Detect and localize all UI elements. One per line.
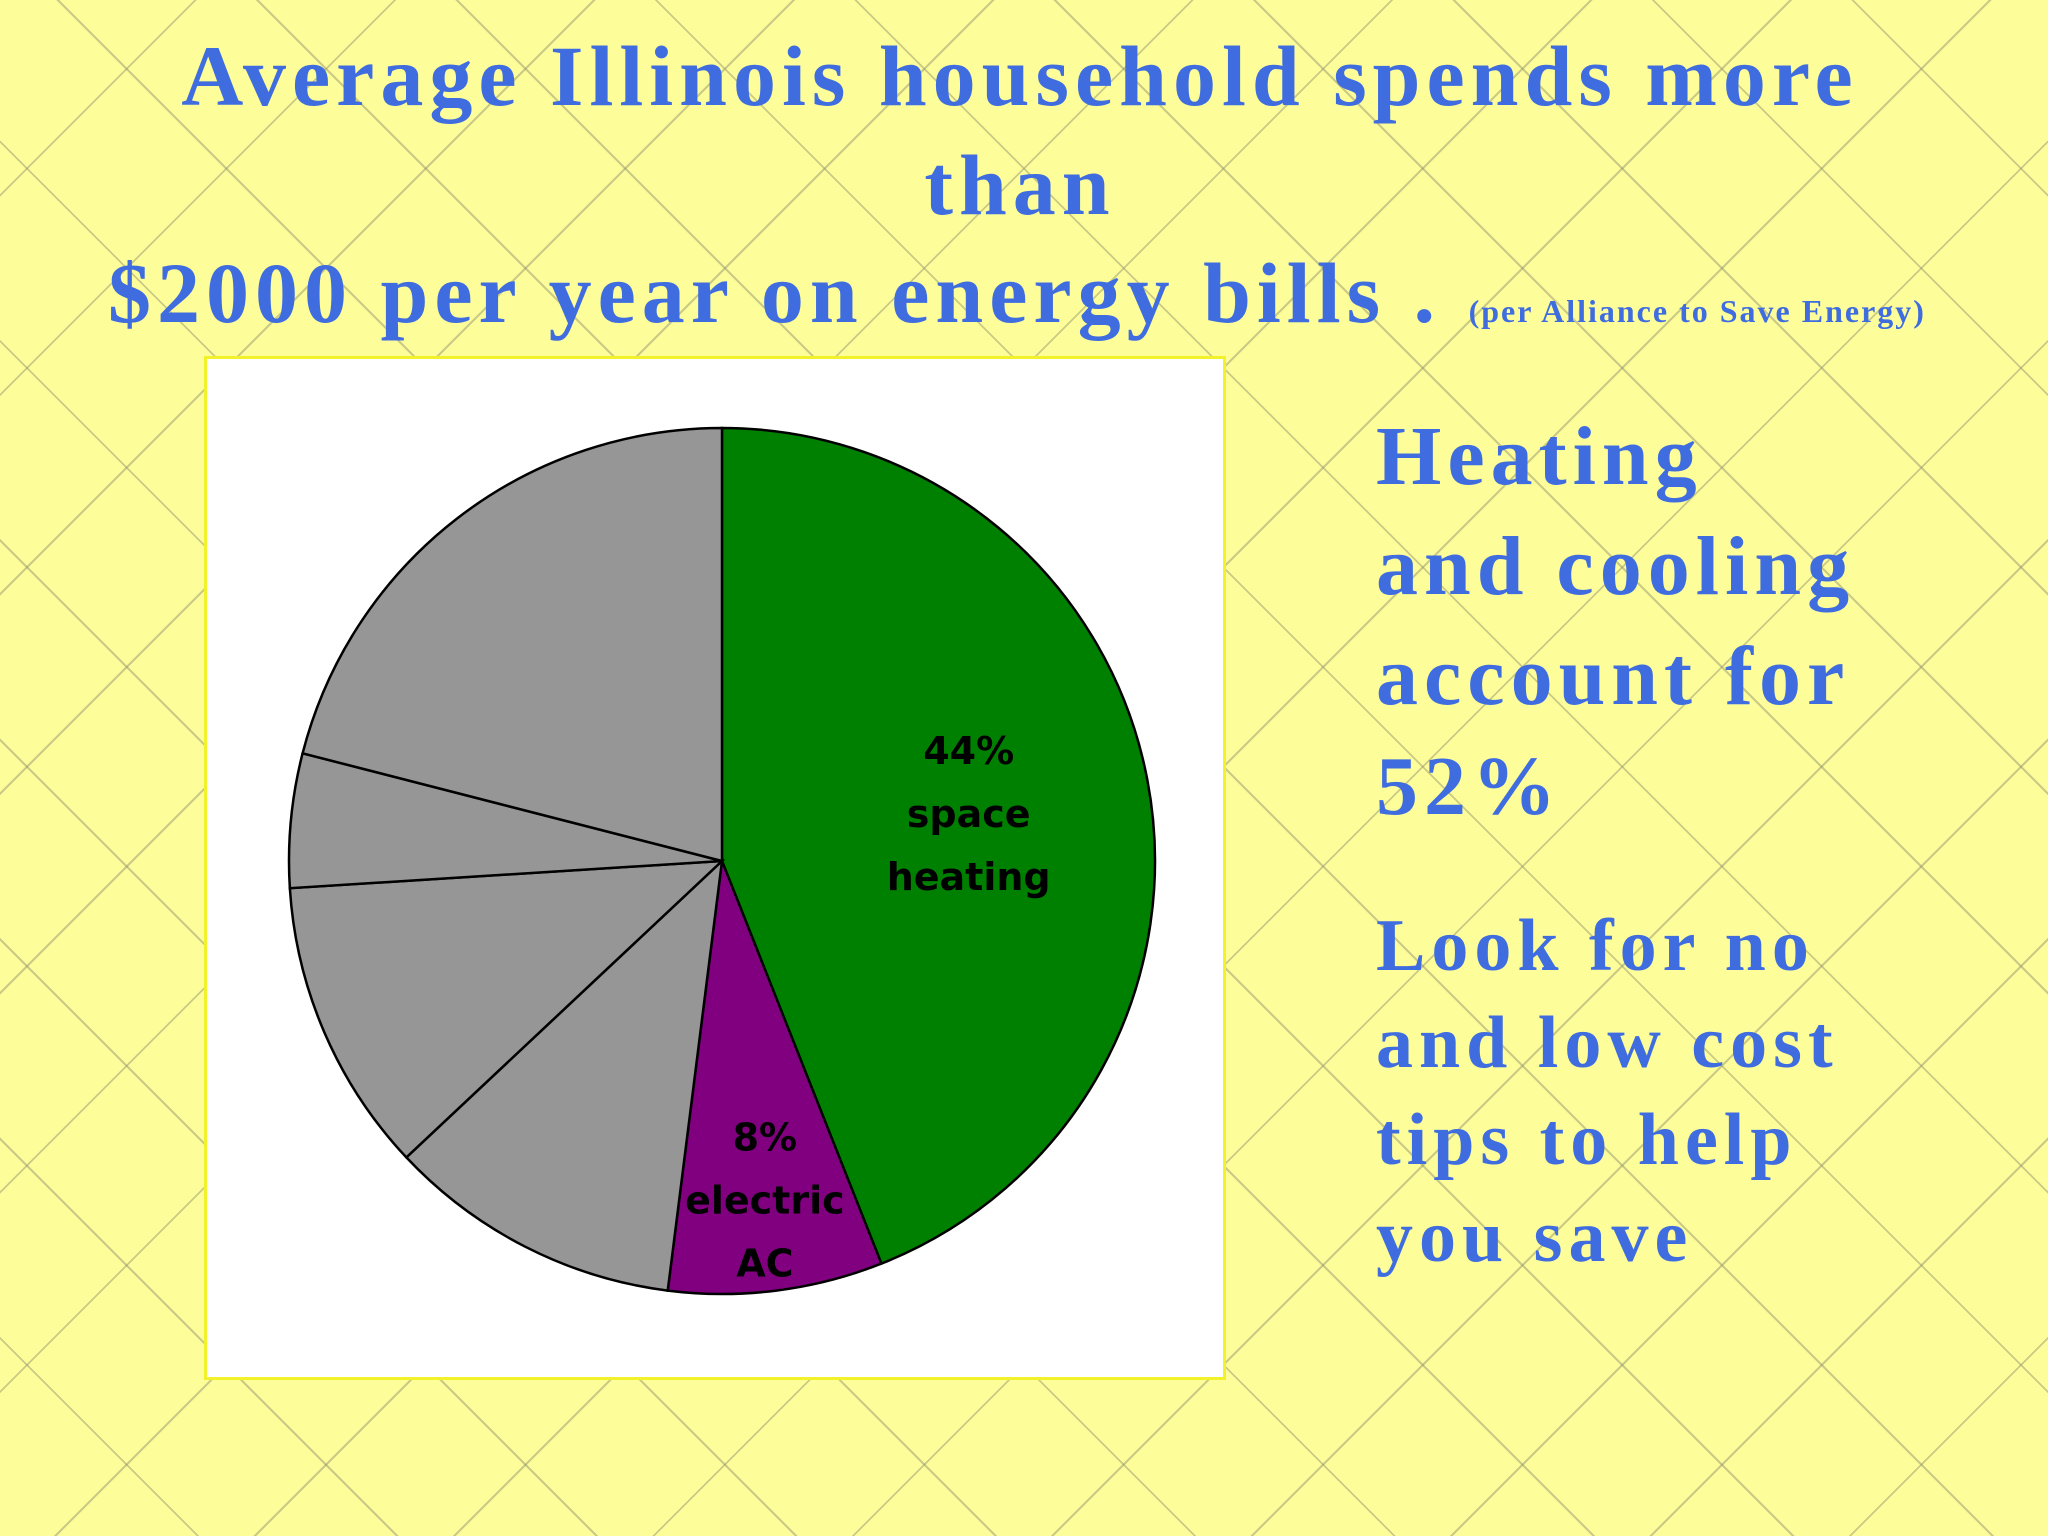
pie-slice-0-label: space — [907, 792, 1031, 836]
pie-slice-0-label: heating — [887, 855, 1051, 899]
side-text-line: Look for no — [1376, 905, 1815, 987]
side-text-line: 52% — [1376, 740, 1562, 833]
title-line-1: Average Illinois household spends more — [181, 28, 1859, 124]
title-source: (per Alliance to Save Energy) — [1468, 293, 1926, 329]
pie-slice-1-label: AC — [736, 1241, 793, 1285]
pie-slice-0 — [720, 426, 1157, 1266]
title-line-3: $2000 per year on energy bills . (per Al… — [108, 243, 1926, 361]
pie-chart: 44% space heating 8% electric AC — [287, 426, 1157, 1296]
pie-slice-5 — [301, 426, 724, 863]
pie-slice-1-label: electric — [685, 1178, 845, 1222]
side-text-line: account for — [1376, 630, 1851, 723]
pie-slice-0-label: 44% — [923, 729, 1014, 773]
side-text-line: Heating — [1376, 410, 1703, 503]
pie-slice-1-label: 8% — [733, 1115, 798, 1159]
side-text-block-2: Look for no and low cost tips to help yo… — [1376, 898, 1839, 1286]
side-text-line: and low cost — [1376, 1002, 1839, 1084]
title-line-2: than — [924, 137, 1116, 233]
pie-slice-1 — [666, 860, 884, 1296]
chart-area: 44% space heating 8% electric AC — [204, 356, 1226, 1380]
side-text-line: you save — [1376, 1196, 1694, 1278]
side-text-line: and cooling — [1376, 520, 1856, 613]
pie-slice-2 — [404, 857, 724, 1292]
side-text-line: tips to help — [1376, 1099, 1798, 1181]
pie-slice-3 — [288, 859, 726, 1160]
title-line-3-text: $2000 per year on energy bills . — [108, 245, 1442, 341]
side-text-block-1: Heating and cooling account for 52% — [1376, 402, 1855, 842]
